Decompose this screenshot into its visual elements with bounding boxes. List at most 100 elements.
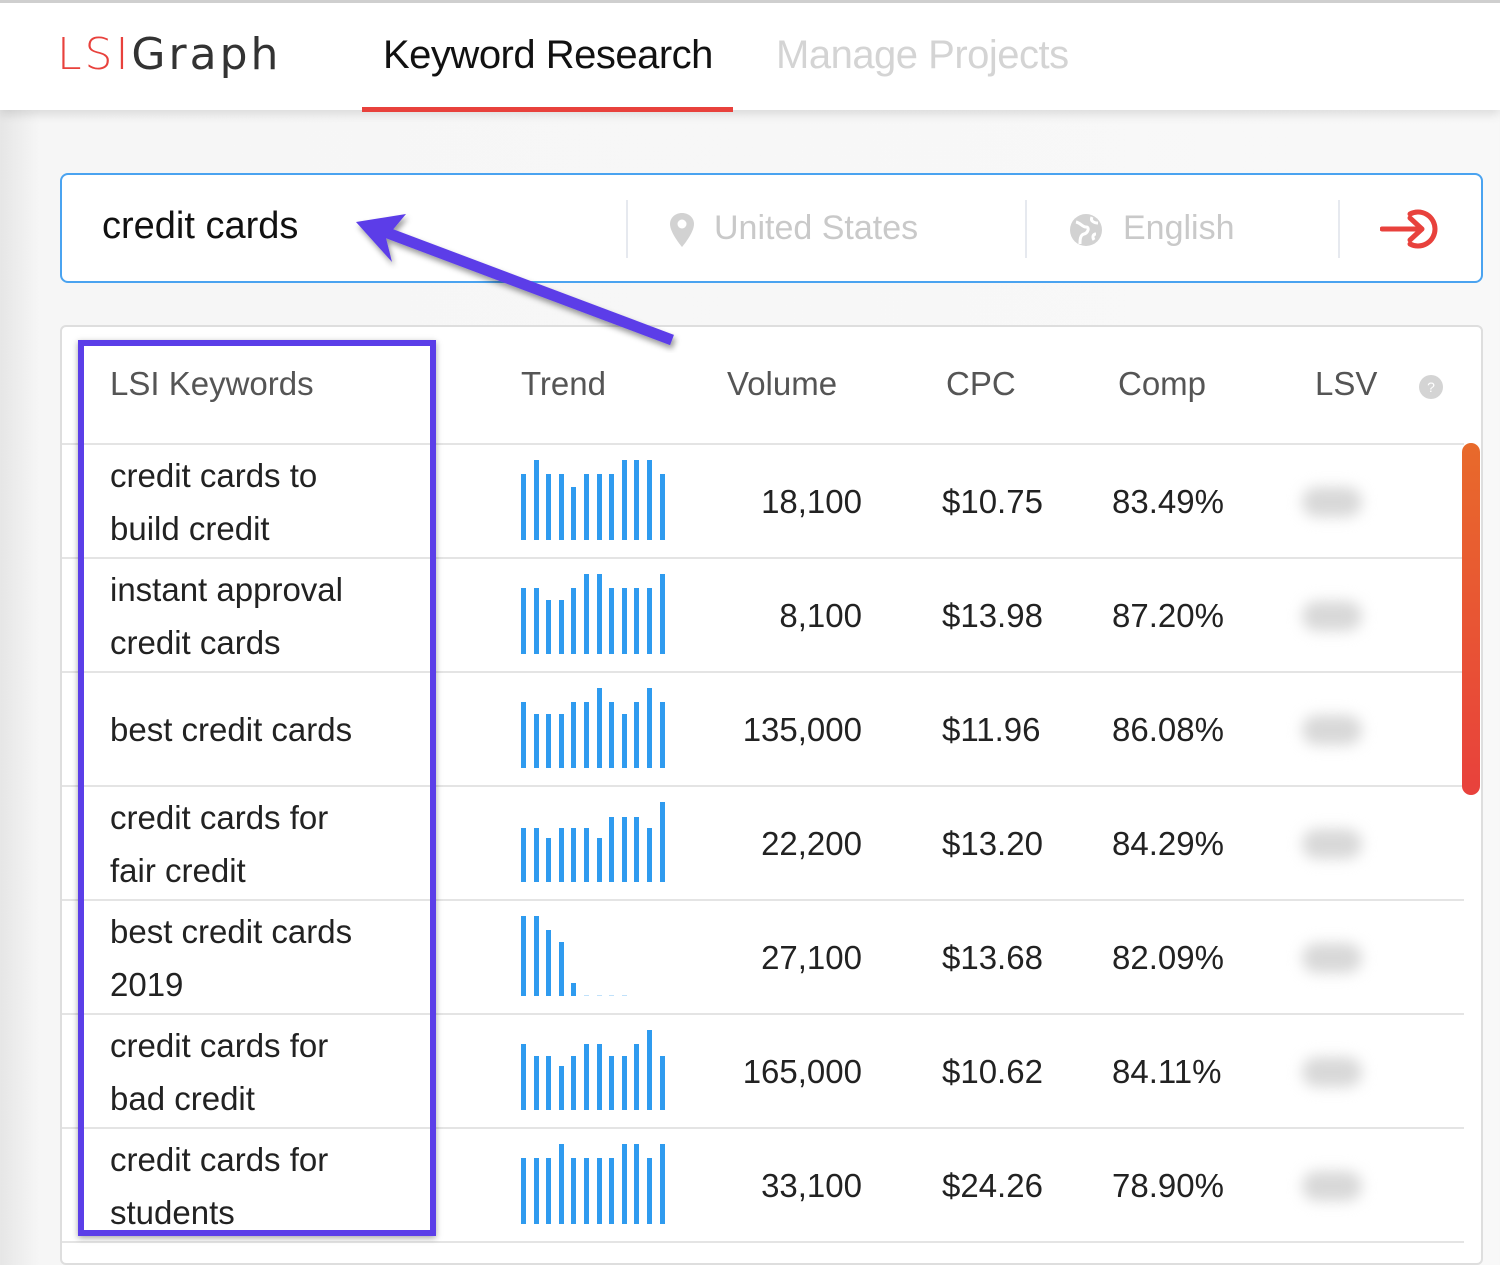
keyword-cell[interactable]: best credit cards <box>110 703 410 756</box>
trend-bar <box>584 994 589 996</box>
keyword-text: credit cards for <box>110 1141 329 1178</box>
volume-cell: 27,100 <box>761 939 862 976</box>
keyword-text: credit cards for <box>110 799 329 836</box>
location-select[interactable]: United States <box>714 209 919 247</box>
lsv-blurred-value <box>1302 1057 1362 1087</box>
keyword-cell[interactable]: best credit cards 2019 <box>110 905 410 1011</box>
trend-chart <box>521 787 671 901</box>
trend-bar <box>659 1055 665 1110</box>
keyword-cell[interactable]: credit cards for bad credit <box>110 1019 410 1125</box>
trend-bar <box>634 1043 640 1110</box>
question-circle-icon[interactable]: ? <box>1418 374 1444 400</box>
column-header-volume[interactable]: Volume <box>727 365 838 402</box>
table-row[interactable]: best credit cards 135,000 $11.96 86.08% <box>62 673 1464 787</box>
trend-bar <box>596 1043 602 1110</box>
trend-bar <box>659 802 665 882</box>
trend-bar <box>621 1055 627 1110</box>
row-divider <box>62 1241 1464 1243</box>
trend-bar <box>533 1055 539 1110</box>
divider <box>626 200 628 258</box>
keyword-cell[interactable]: instant approval credit cards <box>110 563 410 669</box>
trend-bar <box>558 599 564 654</box>
comp-cell: 86.08% <box>1112 711 1224 748</box>
trend-chart <box>521 901 671 1015</box>
tab-keyword-research[interactable]: Keyword Research <box>383 33 713 77</box>
comp-cell: 84.29% <box>1112 825 1224 862</box>
trend-bar <box>558 827 564 882</box>
trend-bar <box>571 1055 577 1110</box>
trend-bar <box>647 1158 652 1224</box>
comp-cell: 84.11% <box>1112 1053 1222 1090</box>
trend-bar <box>546 1055 552 1110</box>
scrollbar[interactable] <box>1462 443 1480 795</box>
column-header-cpc[interactable]: CPC <box>946 365 1016 402</box>
volume-cell: 33,100 <box>761 1167 862 1204</box>
trend-bar <box>659 1144 665 1224</box>
column-header-keywords[interactable]: LSI Keywords <box>110 365 314 402</box>
keyword-text: 2019 <box>110 966 184 1003</box>
trend-bar <box>634 460 640 540</box>
table-row[interactable]: instant approval credit cards 8,100 $13.98 8… <box>62 559 1464 673</box>
keyword-cell[interactable]: credit cards for fair credit <box>110 791 410 897</box>
trend-bar <box>596 574 602 654</box>
column-header-comp[interactable]: Comp <box>1118 365 1207 402</box>
trend-bar <box>533 1158 539 1224</box>
trend-bar <box>609 1055 615 1110</box>
comp-cell: 78.90% <box>1112 1167 1224 1204</box>
keyword-text: credit cards for <box>110 1027 329 1064</box>
comp-cell: 83.49% <box>1112 483 1224 520</box>
trend-bar <box>521 1158 526 1224</box>
arrow-right-circle-icon[interactable] <box>1380 205 1444 253</box>
table-row[interactable]: credit cards to build credit 18,100 $10.75 8… <box>62 445 1464 559</box>
trend-bar <box>584 1158 589 1224</box>
column-header-trend[interactable]: Trend <box>521 365 606 402</box>
volume-cell: 22,200 <box>761 825 862 862</box>
keyword-input[interactable] <box>102 205 582 248</box>
volume-cell: 135,000 <box>742 711 862 748</box>
keyword-text: credit cards <box>110 624 281 661</box>
map-pin-icon <box>670 213 694 247</box>
trend-bar <box>584 1043 589 1110</box>
trend-bar <box>596 474 602 540</box>
trend-bar <box>596 688 602 768</box>
logo[interactable]: LSIGraph <box>57 29 282 80</box>
trend-bar <box>533 713 539 768</box>
row-divider <box>62 1013 1464 1015</box>
trend-bar <box>609 588 615 654</box>
trend-bar <box>609 702 615 768</box>
trend-bar <box>647 688 652 768</box>
trend-bar <box>558 1144 564 1224</box>
trend-bar <box>533 916 539 996</box>
tab-manage-projects[interactable]: Manage Projects <box>776 33 1069 77</box>
trend-chart <box>521 1129 671 1243</box>
keyword-text: students <box>110 1194 235 1231</box>
cpc-cell: $24.26 <box>942 1167 1043 1204</box>
trend-chart <box>521 559 671 673</box>
table-row[interactable]: credit cards for bad credit 165,000 $10.62 8… <box>62 1015 1464 1129</box>
comp-cell: 82.09% <box>1112 939 1224 976</box>
keyword-cell[interactable]: credit cards to build credit <box>110 449 410 555</box>
trend-bar <box>521 916 526 996</box>
table-row[interactable]: credit cards for students 33,100 $24.26 78.9… <box>62 1129 1464 1243</box>
table-row[interactable]: best credit cards 2019 27,100 $13.68 82.09% <box>62 901 1464 1015</box>
language-select[interactable]: English <box>1123 209 1235 247</box>
active-tab-indicator <box>362 107 733 112</box>
keyword-text: build credit <box>110 510 270 547</box>
trend-bar <box>521 1043 526 1110</box>
row-divider <box>62 785 1464 787</box>
globe-icon <box>1070 214 1102 246</box>
trend-bar <box>621 588 627 654</box>
trend-bar <box>584 827 589 882</box>
keywords-table: LSI Keywords Trend Volume CPC Comp LSV ?… <box>60 325 1483 1265</box>
trend-bar <box>546 838 552 882</box>
trend-bar <box>558 942 564 996</box>
table-row[interactable]: credit cards for fair credit 22,200 $13.20 8… <box>62 787 1464 901</box>
keyword-cell[interactable]: credit cards for students <box>110 1133 410 1239</box>
trend-bar <box>571 827 577 882</box>
trend-bar <box>571 983 577 996</box>
cpc-cell: $10.62 <box>942 1053 1043 1090</box>
trend-bar <box>596 838 602 882</box>
trend-bar <box>521 827 526 882</box>
trend-bar <box>533 827 539 882</box>
column-header-lsv[interactable]: LSV <box>1315 365 1378 402</box>
